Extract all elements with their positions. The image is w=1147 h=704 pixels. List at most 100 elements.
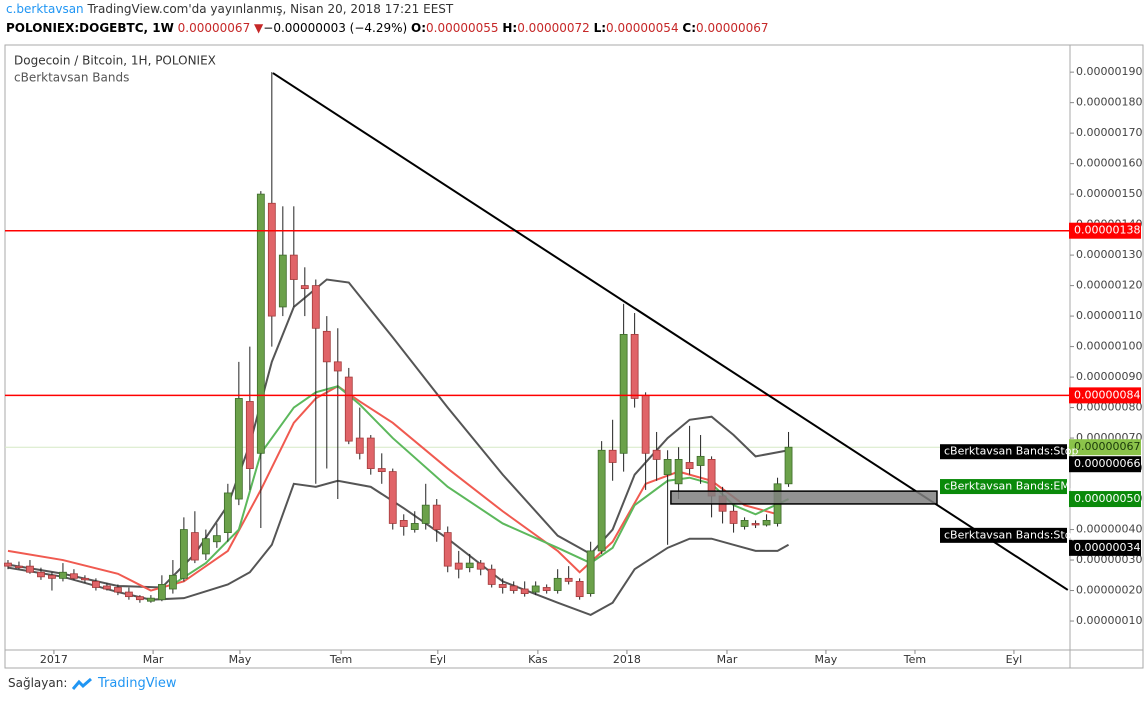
candle-body	[641, 394, 650, 454]
candle-body	[476, 562, 485, 570]
candle-body	[663, 459, 672, 476]
footer: Sağlayan: TradingView	[8, 676, 177, 691]
publish-line: c.berktavsan TradingView.com'da yayınlan…	[6, 2, 453, 16]
x-tick-label: Mar	[143, 653, 164, 666]
candle-body	[432, 504, 441, 530]
price-label-box	[1069, 387, 1141, 404]
series-name: cBerktavsan Bands:EMA	[944, 480, 1078, 493]
candle-body	[278, 254, 287, 308]
y-tick-label: 0.00000190	[1076, 65, 1142, 78]
y-tick-label: 0.00000020	[1076, 584, 1142, 597]
x-tick-label: Kas	[528, 653, 548, 666]
candle-body	[597, 449, 606, 552]
arrow: ▼	[254, 21, 264, 35]
candle-body	[388, 471, 397, 524]
candle-body	[630, 333, 639, 399]
candle-body	[399, 520, 408, 527]
series-name: cBerktavsan Bands:Stop	[944, 445, 1078, 458]
candle-body	[454, 562, 463, 570]
y-tick-label: 0.00000030	[1076, 553, 1142, 566]
y-tick-label: 0.00000170	[1076, 126, 1142, 139]
candle-body	[421, 504, 430, 524]
price-label: 0.00000066	[1074, 457, 1140, 470]
candle-body	[201, 538, 210, 555]
symbol: POLONIEX:DOGEBTC, 1W	[6, 21, 174, 35]
candle-body	[70, 573, 78, 579]
candle-body	[223, 492, 232, 533]
candle-body	[322, 330, 331, 363]
y-tick-label: 0.00000080	[1076, 401, 1142, 414]
candle-body	[520, 588, 529, 594]
chart-title: Dogecoin / Bitcoin, 1H, POLONIEX	[14, 54, 216, 68]
candle-body	[608, 449, 617, 463]
logo	[72, 677, 92, 690]
candle-body	[212, 535, 221, 543]
candle-body	[344, 376, 353, 442]
candle-body	[377, 468, 386, 473]
series-name: cBerktavsan Bands:Stop	[944, 528, 1078, 541]
candle-body	[48, 574, 56, 579]
x-tick-label: Tem	[329, 653, 352, 666]
x-tick-label: Mar	[717, 653, 738, 666]
series-name-box	[940, 444, 1067, 460]
candle-body	[784, 446, 793, 485]
y-tick-label: 0.00000090	[1076, 370, 1142, 383]
c: 0.00000067	[696, 21, 769, 35]
candle-body	[465, 562, 474, 569]
candle-body	[190, 532, 199, 561]
candle-body	[751, 523, 760, 526]
price-label: 0.00000034	[1074, 541, 1140, 554]
x-tick-label: May	[229, 653, 252, 666]
price-label: 0.00000050	[1074, 492, 1140, 505]
footer-label: Sağlayan:	[8, 676, 68, 690]
indicator-line	[172, 385, 789, 586]
brand[interactable]: TradingView	[98, 676, 177, 691]
candle-body	[146, 597, 155, 602]
candle-body	[157, 584, 166, 601]
candle-body	[92, 580, 100, 588]
y-tick-label: 0.00000110	[1076, 309, 1142, 322]
candle-body	[366, 437, 375, 469]
y-tick-label: 0.00000130	[1076, 248, 1142, 261]
series-name-box	[940, 479, 1067, 495]
candle-body	[300, 285, 309, 290]
candle-body	[619, 333, 628, 454]
candle-body	[652, 449, 661, 460]
candle-body	[256, 193, 265, 454]
y-tick-label: 0.00000160	[1076, 157, 1142, 170]
candle-body	[531, 585, 540, 593]
y-tick-label: 0.00000150	[1076, 187, 1142, 200]
candle-body	[311, 285, 320, 329]
candle-body	[15, 565, 23, 569]
candle-body	[410, 523, 419, 530]
c-label: C:	[682, 21, 697, 35]
candle-body	[498, 584, 507, 588]
price-label: 0.00000138	[1074, 224, 1140, 237]
price-label-box	[1069, 439, 1141, 456]
x-tick-label: May	[815, 653, 838, 666]
candle-body	[37, 571, 45, 578]
indicator-line	[7, 278, 789, 589]
author[interactable]: c.berktavsan	[6, 2, 84, 16]
candle-body	[762, 520, 771, 526]
indicator-name: cBerktavsan Bands	[14, 71, 129, 85]
candle-body	[487, 568, 496, 585]
candle-body	[135, 596, 144, 601]
symbol-line: POLONIEX:DOGEBTC, 1W 0.00000067 ▼−0.0000…	[6, 21, 769, 35]
candle-body	[564, 577, 573, 582]
h: 0.00000072	[517, 21, 590, 35]
x-tick-label: 2018	[613, 653, 641, 666]
y-tick-label: 0.00000040	[1076, 523, 1142, 536]
zone-box	[670, 490, 938, 505]
candle-body	[168, 574, 177, 590]
candle-body	[245, 401, 254, 469]
x-tick-label: Tem	[903, 653, 926, 666]
indicator-line	[7, 385, 778, 592]
l: 0.00000054	[606, 21, 679, 35]
price-label: 0.00000084	[1074, 388, 1140, 401]
y-tick-label: 0.00000120	[1076, 279, 1142, 292]
y-tick-label: 0.00000180	[1076, 96, 1142, 109]
series-name-box	[940, 527, 1067, 543]
candle-body	[355, 437, 364, 454]
